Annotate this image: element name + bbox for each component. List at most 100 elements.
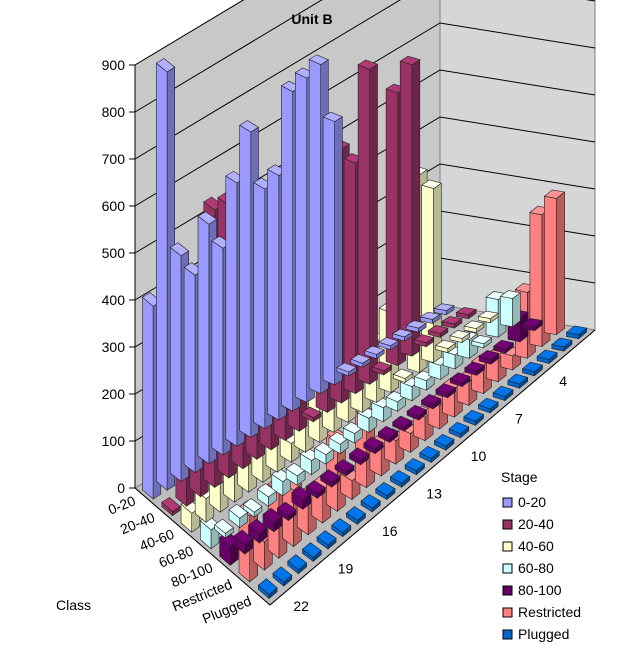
bar [433, 303, 455, 316]
bar [285, 462, 306, 486]
y-tick-label: 800 [102, 104, 126, 120]
bar-front-face [499, 295, 513, 328]
bar-top-face [449, 372, 471, 383]
legend-label: Restricted [518, 604, 581, 620]
legend-item: 20-40 [502, 516, 554, 532]
bar [248, 518, 268, 544]
depth-tick-label: 16 [382, 523, 398, 539]
bar [345, 506, 367, 525]
bar [477, 397, 499, 414]
bar [377, 425, 399, 444]
bar [543, 189, 566, 336]
bar [336, 362, 357, 377]
class-tick-label: 0-20 [106, 492, 138, 517]
side-wall [439, 0, 596, 331]
bar-top-face [257, 578, 278, 595]
bar [420, 394, 442, 410]
bar [305, 480, 326, 499]
bar [399, 55, 421, 357]
bar-top-face [360, 494, 381, 509]
bar [521, 318, 544, 332]
bar-front-face [183, 266, 196, 474]
legend-swatch [502, 585, 513, 596]
bar-top-face [521, 361, 544, 373]
bar [463, 409, 485, 426]
bar [357, 59, 379, 385]
bar-top-face [455, 307, 477, 315]
bar-top-face [305, 480, 326, 494]
bar [413, 370, 435, 391]
bar-top-face [433, 303, 455, 311]
bar [449, 330, 471, 344]
bar-top-face [233, 529, 254, 546]
bar [499, 290, 522, 328]
bar [301, 406, 322, 423]
bar [492, 385, 514, 402]
bar-top-face [543, 189, 566, 199]
bar [276, 501, 297, 522]
bar-front-face [308, 58, 322, 395]
bar [427, 325, 449, 338]
bar-top-face [404, 457, 426, 472]
bar-top-face [350, 354, 371, 364]
y-tick-label: 600 [102, 198, 126, 214]
bar-front-face [322, 116, 335, 386]
bar-top-face [433, 433, 455, 447]
y-tick-label: 200 [102, 386, 126, 402]
bar [360, 494, 381, 513]
bar [348, 447, 370, 466]
depth-tick-label: 7 [515, 410, 523, 426]
legend: Stage 0-20 20-40 40-60 60-80 80-100 Restricte… [501, 469, 581, 642]
bar-top-face [161, 497, 181, 512]
bar-top-face [413, 334, 435, 344]
bar-top-face [371, 361, 393, 372]
y-tick-label: 300 [102, 339, 126, 355]
legend-item: 0-20 [502, 494, 546, 510]
bar [441, 316, 463, 329]
gridline [134, 0, 245, 66]
bar-front-face [267, 168, 280, 421]
bar-top-face [392, 415, 413, 428]
bar [478, 350, 500, 365]
bar-top-face [320, 469, 341, 483]
bar [536, 349, 558, 365]
bar-top-face [348, 447, 370, 461]
bar [301, 542, 322, 563]
bar [449, 372, 471, 388]
bar-top-face [435, 339, 457, 349]
bar-side-face [556, 191, 565, 336]
bar-front-face [225, 175, 238, 447]
legend-item: 80-100 [502, 582, 562, 598]
y-tick-label: 500 [102, 245, 126, 261]
bar [161, 497, 181, 517]
legend-label: 20-40 [518, 516, 554, 532]
bar-front-face [385, 88, 399, 366]
legend-label: 40-60 [518, 538, 554, 554]
bar [391, 328, 413, 342]
bar-top-face [301, 542, 322, 558]
legend-swatch [502, 541, 513, 552]
bar [385, 391, 407, 412]
bar-top-face [345, 506, 367, 521]
depth-tick-label: 13 [426, 485, 442, 501]
bar-top-face [316, 530, 337, 546]
bar [435, 383, 457, 399]
bar [492, 339, 515, 354]
bar-top-face [377, 425, 399, 439]
bars [141, 54, 588, 600]
legend-swatch [502, 629, 513, 640]
bar [435, 339, 457, 354]
bar-side-face [334, 116, 343, 386]
bar [392, 368, 414, 384]
bar [322, 111, 343, 386]
bar-top-face [507, 373, 529, 385]
bar [272, 566, 293, 587]
bar [314, 442, 335, 465]
bar-front-face [544, 195, 557, 336]
bar [375, 482, 396, 501]
legend-swatch [502, 563, 513, 574]
bar-top-face [478, 350, 500, 360]
bar-front-face [357, 64, 371, 385]
bar-top-face [248, 518, 268, 534]
bar-front-face [211, 240, 224, 456]
